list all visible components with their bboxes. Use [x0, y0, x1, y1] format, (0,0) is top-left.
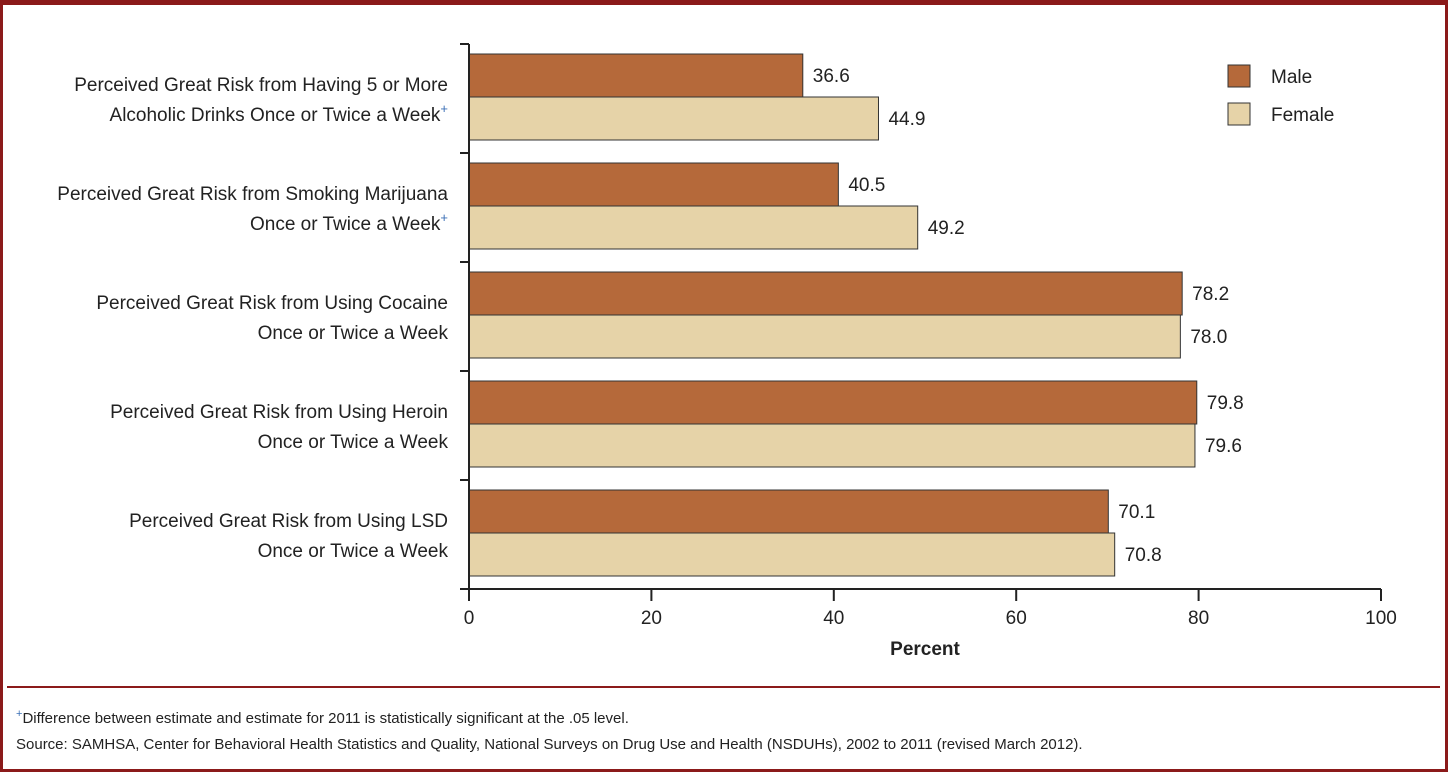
- male-bar-1: [468, 53, 804, 98]
- female-value-label-3: 78.0: [1190, 327, 1227, 348]
- significance-footnote-text: Difference between estimate and estimate…: [22, 710, 629, 727]
- female-bar-5: [468, 532, 1116, 577]
- category-label-3-line-2: Once or Twice a Week: [258, 323, 449, 344]
- legend-swatch-male: [1227, 64, 1251, 88]
- male-bar-5: [468, 489, 1109, 534]
- category-label-5-line-2: Once or Twice a Week: [258, 541, 449, 562]
- female-value-label-2: 49.2: [928, 218, 965, 239]
- female-bar-3: [468, 314, 1181, 359]
- male-bar-3: [468, 271, 1183, 316]
- female-bar-4: [468, 423, 1196, 468]
- female-value-label-1: 44.9: [888, 109, 925, 130]
- x-tick-label-100: 100: [1365, 608, 1397, 629]
- significance-footnote: +Difference between estimate and estimat…: [16, 708, 629, 727]
- category-label-2-line-2: Once or Twice a Week+: [250, 210, 448, 235]
- category-label-4-line-2: Once or Twice a Week: [258, 432, 449, 453]
- significance-marker: +: [440, 101, 448, 116]
- male-value-label-5: 70.1: [1118, 502, 1155, 523]
- male-value-label-3: 78.2: [1192, 284, 1229, 305]
- male-value-label-2: 40.5: [848, 175, 885, 196]
- bars: [468, 53, 1198, 577]
- legend: Male Female: [1227, 64, 1334, 126]
- female-value-label-4: 79.6: [1205, 436, 1242, 457]
- female-value-label-5: 70.8: [1125, 545, 1162, 566]
- category-label-1-line-2: Alcoholic Drinks Once or Twice a Week+: [110, 101, 448, 126]
- male-bar-2: [468, 162, 839, 207]
- female-bar-1: [468, 96, 879, 141]
- category-label-4-line-1: Perceived Great Risk from Using Heroin: [110, 402, 448, 423]
- significance-marker: +: [16, 708, 23, 720]
- legend-label-male: Male: [1271, 67, 1312, 88]
- male-value-label-4: 79.8: [1207, 393, 1244, 414]
- x-tick-label-80: 80: [1188, 608, 1209, 629]
- significance-marker: +: [440, 210, 448, 225]
- axes: 0 20 40 60 80 100 Percent: [460, 43, 1397, 660]
- x-tick-label-40: 40: [823, 608, 844, 629]
- source-footnote: Source: SAMHSA, Center for Behavioral He…: [16, 736, 1083, 753]
- bar-chart: Perceived Great Risk from Having 5 or Mo…: [57, 43, 1397, 660]
- value-labels: 36.6 44.9 40.5 49.2 78.2 78.0 79.8 79.6 70.1 70.8: [813, 66, 1244, 566]
- legend-swatch-female: [1227, 102, 1251, 126]
- x-tick-label-20: 20: [641, 608, 662, 629]
- male-bar-4: [468, 380, 1198, 425]
- category-label-5-line-1: Perceived Great Risk from Using LSD: [129, 511, 448, 532]
- category-label-2-line-1: Perceived Great Risk from Smoking Mariju…: [57, 184, 448, 205]
- category-label-3-line-1: Perceived Great Risk from Using Cocaine: [96, 293, 448, 314]
- footnote-divider: [7, 686, 1440, 688]
- male-value-label-1: 36.6: [813, 66, 850, 87]
- x-tick-label-60: 60: [1006, 608, 1027, 629]
- legend-label-female: Female: [1271, 105, 1334, 126]
- x-axis-title: Percent: [890, 639, 960, 660]
- female-bar-2: [468, 205, 919, 250]
- category-labels: Perceived Great Risk from Having 5 or Mo…: [57, 75, 448, 562]
- category-label-1-line-1: Perceived Great Risk from Having 5 or Mo…: [74, 75, 448, 96]
- x-tick-label-0: 0: [464, 608, 475, 629]
